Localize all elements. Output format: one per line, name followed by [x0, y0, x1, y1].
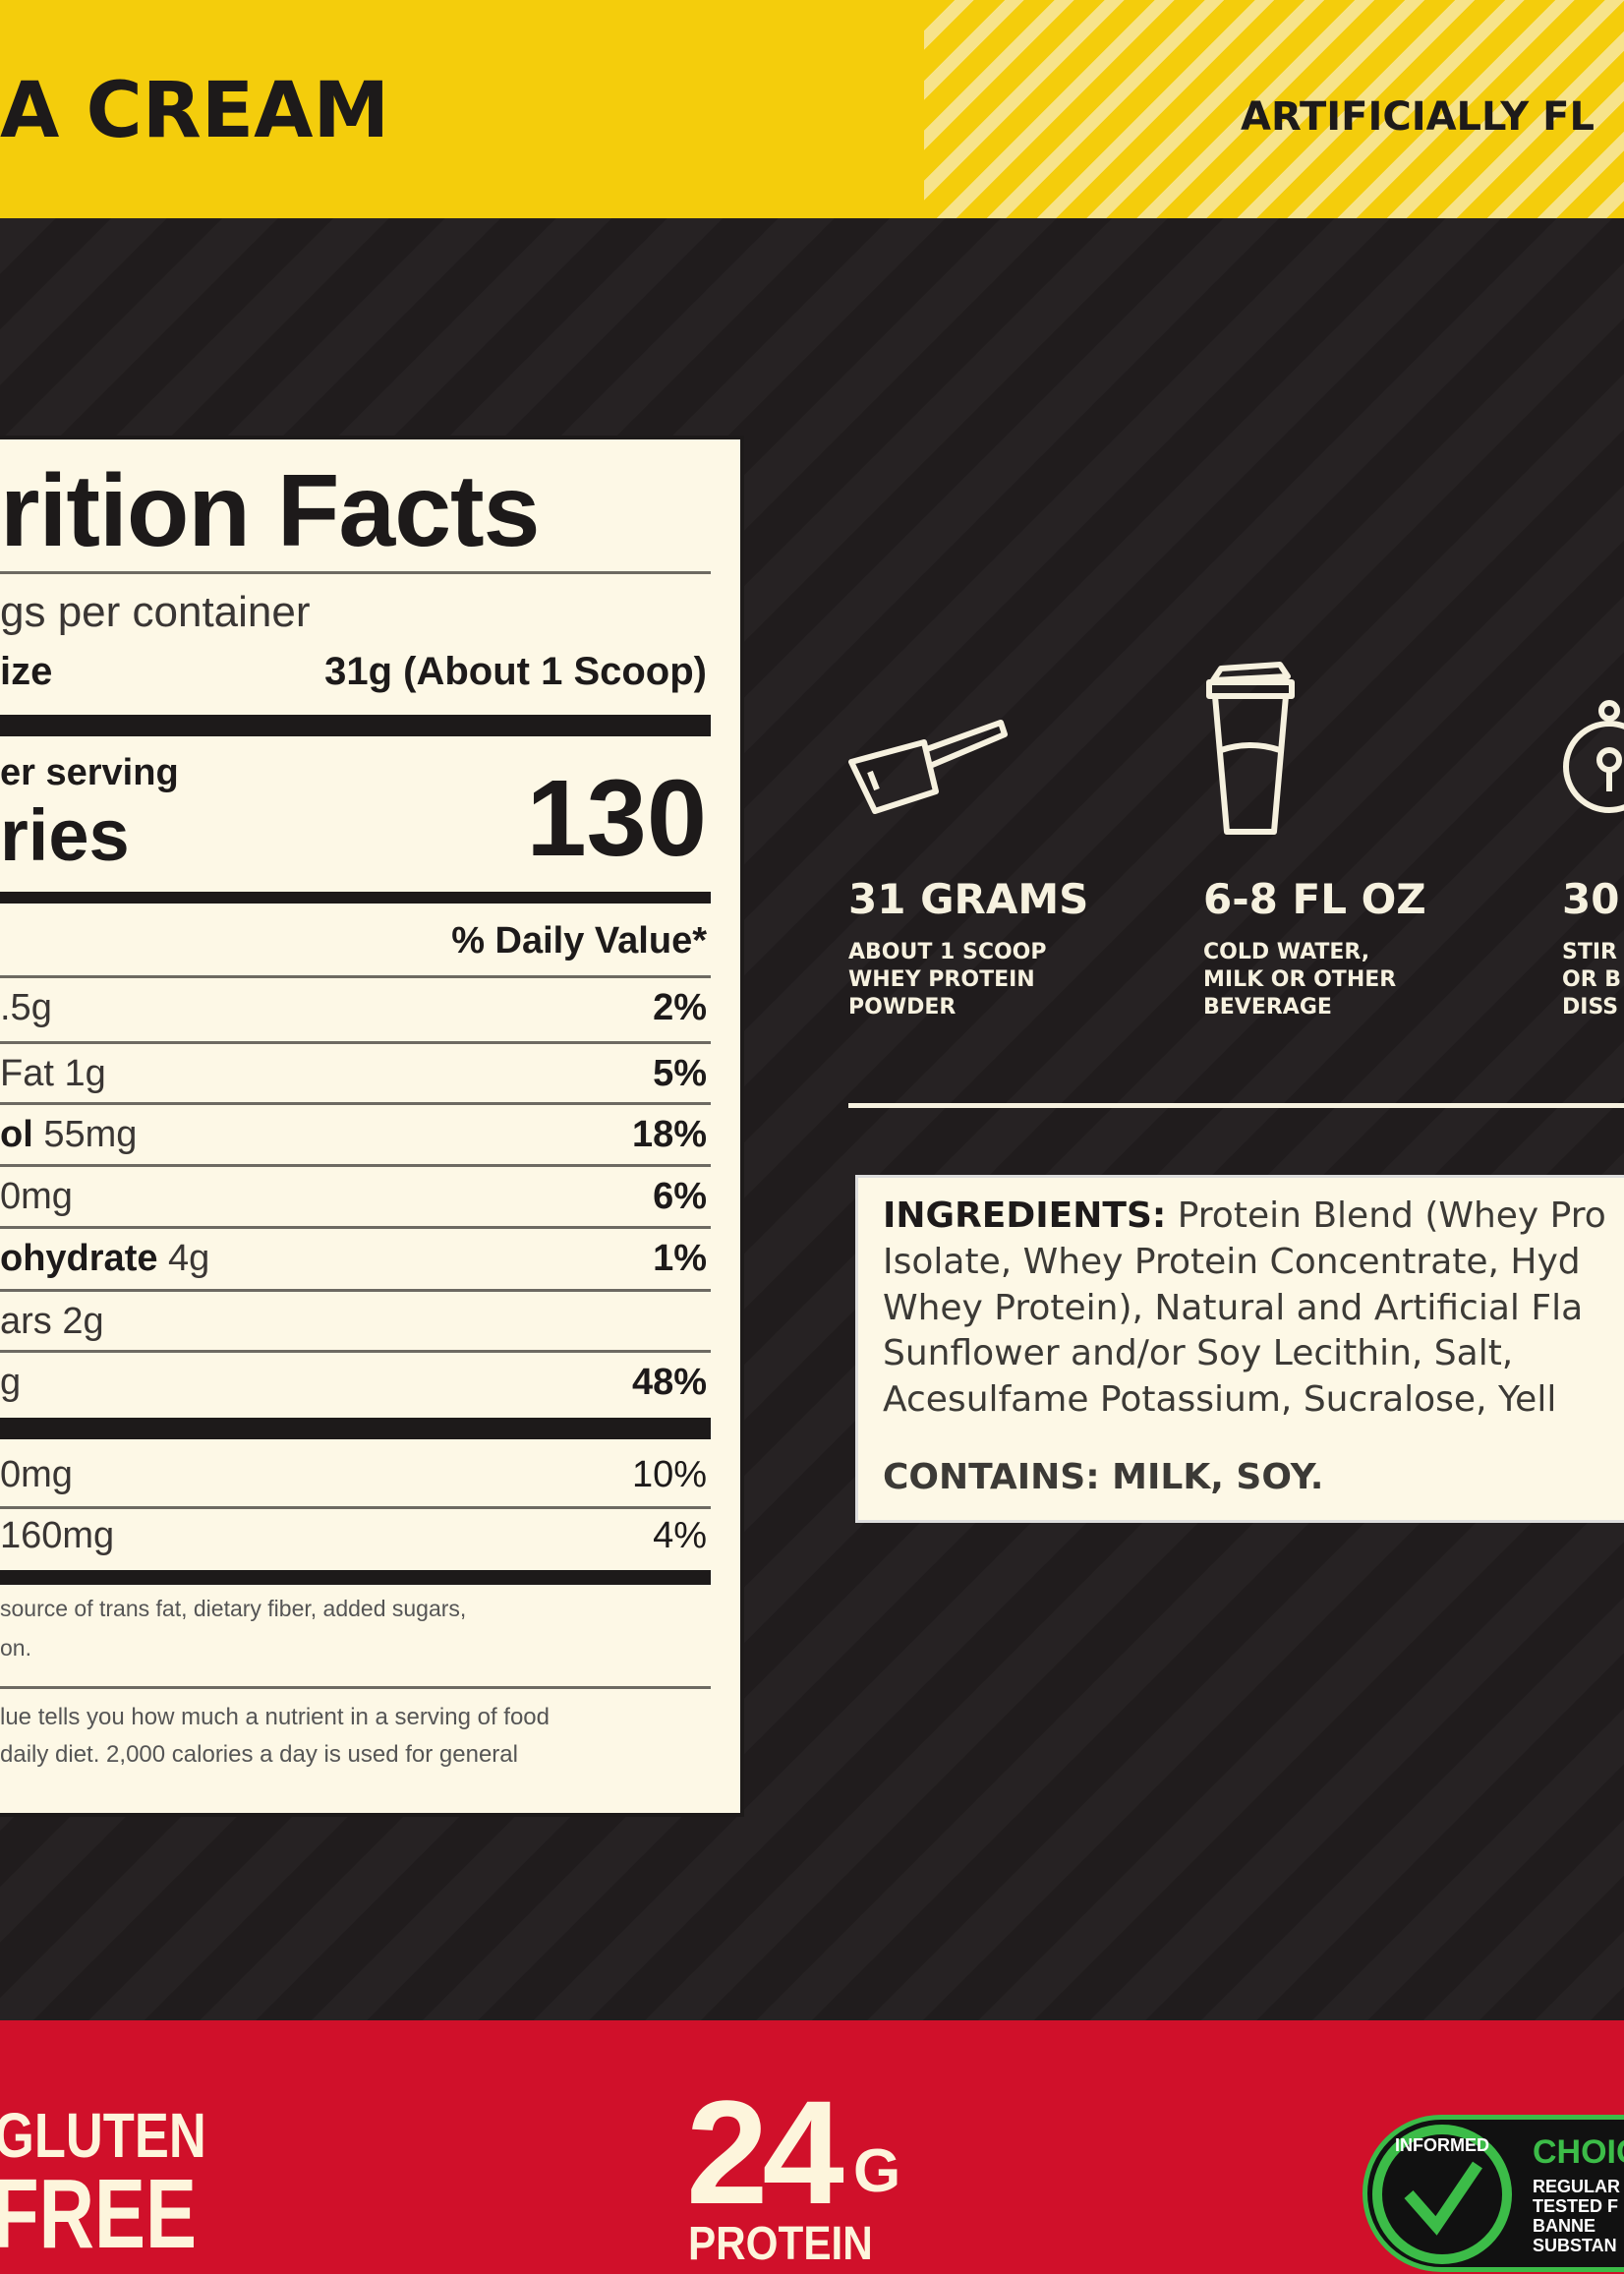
direction-detail: COLD WATER,: [1203, 940, 1370, 964]
ingredients-line: Whey Protein), Natural and Artificial Fl…: [883, 1288, 1584, 1328]
nutrient-row-label: ol 55mg: [0, 1114, 137, 1156]
divider: [0, 1506, 711, 1509]
shaker-icon: [1206, 662, 1295, 835]
direction-title: 31 GRAMS: [848, 875, 1089, 923]
ingredients-line: Protein Blend (Whey Pro: [1177, 1195, 1606, 1236]
divider: [0, 975, 711, 978]
amount-per-serving: er serving: [0, 752, 179, 793]
ingredients-line: Isolate, Whey Protein Concentrate, Hyd: [883, 1242, 1581, 1282]
informed-line: REGULAR: [1533, 2177, 1620, 2196]
allergen-statement: CONTAINS: MILK, SOY.: [883, 1457, 1324, 1497]
servings-per-container: gs per container: [0, 588, 311, 636]
nutrient-row-dv: 1%: [653, 1238, 707, 1279]
direction-detail: POWDER: [848, 995, 957, 1020]
divider: [0, 571, 711, 574]
nutrient-amount: 0mg: [0, 1176, 73, 1217]
mineral-row-label: 0mg: [0, 1454, 73, 1495]
nutrient-amount: 55mg: [32, 1114, 138, 1155]
nutrient-row-label: g: [0, 1362, 21, 1404]
mineral-row-label: 160mg: [0, 1515, 115, 1556]
direction-detail: DISS: [1562, 995, 1619, 1020]
stopwatch-icon: [1563, 700, 1624, 813]
ingredients-box: INGREDIENTS: Protein Blend (Whey Pro Iso…: [855, 1175, 1624, 1523]
protein-amount: 24: [686, 2070, 844, 2235]
divider: [0, 1686, 711, 1689]
informed-line: SUBSTAN: [1533, 2236, 1617, 2255]
serving-size-value: 31g (About 1 Scoop): [324, 650, 707, 693]
protein-unit: G: [853, 2137, 901, 2205]
divider: [0, 1350, 711, 1353]
nutrient-amount: Fat 1g: [0, 1053, 106, 1094]
informed-line: TESTED F: [1533, 2196, 1619, 2216]
direction-title: 30: [1562, 875, 1620, 923]
nutrient-row-dv: 18%: [631, 1114, 707, 1155]
nutrient-amount: ars 2g: [0, 1301, 104, 1342]
ingredients-line: Acesulfame Potassium, Sucralose, Yell: [883, 1379, 1557, 1420]
thick-divider: [0, 1570, 711, 1585]
footnote-line: lue tells you how much a nutrient in a s…: [0, 1704, 550, 1730]
nutrient-amount: g: [0, 1362, 22, 1403]
direction-detail: WHEY PROTEIN: [848, 967, 1035, 992]
daily-value-header: % Daily Value*: [451, 920, 707, 962]
nutrient-row-dv: 6%: [653, 1176, 707, 1217]
divider: [0, 1041, 711, 1044]
divider: [0, 1164, 711, 1167]
checkmark-seal-icon: INFORMED: [1372, 2125, 1512, 2264]
footnote-line: daily diet. 2,000 calories a day is used…: [0, 1741, 518, 1768]
serving-size-label: ize: [0, 650, 53, 693]
divider: [0, 1226, 711, 1229]
nutrient-row-label: ars 2g: [0, 1301, 104, 1343]
nutrient-row-label: 0mg: [0, 1176, 73, 1218]
informed-line: BANNE: [1533, 2216, 1596, 2236]
gluten-free-line2: FREE: [0, 2159, 198, 2269]
mineral-row-dv: 10%: [631, 1454, 707, 1495]
informed-choice-text: CHOIC: [1533, 2133, 1624, 2171]
flavor-note: ARTIFICIALLY FL: [1241, 94, 1595, 140]
nutrient-row-dv: 48%: [631, 1362, 707, 1403]
ingredients-label: INGREDIENTS:: [883, 1195, 1167, 1236]
nutrient-amount: .5g: [0, 987, 52, 1028]
thick-divider: [0, 715, 711, 736]
nutrient-amount: 4g: [157, 1238, 210, 1279]
ingredients-line: Sunflower and/or Soy Lecithin, Salt,: [883, 1333, 1514, 1373]
informed-choice-badge: INFORMED CHOIC REGULAR TESTED F BANNE SU…: [1363, 2115, 1624, 2272]
calories-value: 130: [526, 758, 707, 879]
direction-detail: MILK OR OTHER: [1203, 967, 1397, 992]
footnote-line: source of trans fat, dietary fiber, adde…: [0, 1596, 467, 1621]
nutrient-name: ohydrate: [0, 1238, 158, 1279]
nutrient-row-dv: 2%: [653, 987, 707, 1028]
protein-label: PROTEIN: [688, 2218, 873, 2270]
claims-band: GLUTEN FREE 24 G PROTEIN INFORMED CHOIC …: [0, 2020, 1624, 2274]
direction-detail: ABOUT 1 SCOOP: [848, 940, 1047, 964]
informed-ring-text: INFORMED: [1395, 2135, 1489, 2155]
nutrient-row-label: Fat 1g: [0, 1053, 106, 1095]
divider: [0, 1102, 711, 1105]
direction-detail: BEVERAGE: [1203, 995, 1332, 1020]
mineral-row-dv: 4%: [653, 1515, 707, 1556]
directions-divider: [848, 1103, 1624, 1108]
scoop-icon: [848, 720, 1008, 814]
footnote-line: on.: [0, 1635, 31, 1661]
header-stripes: [924, 0, 1624, 218]
nutrition-title: rition Facts: [0, 454, 541, 568]
flavor-name: A CREAM: [0, 67, 390, 155]
nutrient-row-label: ohydrate 4g: [0, 1238, 209, 1280]
nutrition-facts-panel: rition Facts gs per container ize 31g (A…: [0, 436, 744, 1817]
nutrient-name: ol: [0, 1114, 33, 1155]
direction-detail: OR B: [1562, 967, 1622, 992]
header-band: A CREAM ARTIFICIALLY FL: [0, 0, 1624, 218]
thick-divider: [0, 1418, 711, 1439]
thick-divider: [0, 892, 711, 904]
nutrient-row-label: .5g: [0, 987, 52, 1029]
nutrient-row-dv: 5%: [653, 1053, 707, 1094]
direction-detail: STIR: [1562, 940, 1617, 964]
divider: [0, 1289, 711, 1292]
gluten-free-line1: GLUTEN: [0, 2100, 206, 2171]
direction-title: 6-8 FL OZ: [1203, 875, 1426, 923]
calories-label: ries: [0, 794, 130, 876]
